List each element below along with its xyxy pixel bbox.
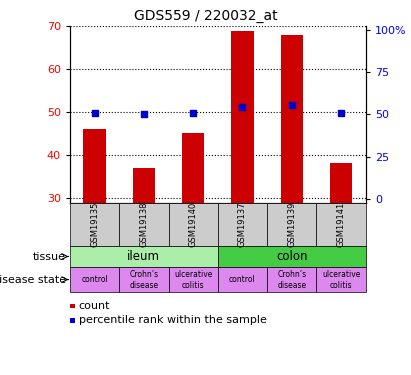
- Text: count: count: [79, 301, 110, 311]
- Text: percentile rank within the sample: percentile rank within the sample: [79, 315, 266, 325]
- Bar: [133, 168, 155, 202]
- Point: [91, 110, 98, 116]
- Text: Crohn’s
disease: Crohn’s disease: [129, 270, 158, 290]
- Text: GDS559 / 220032_at: GDS559 / 220032_at: [134, 9, 277, 23]
- Text: GSM19138: GSM19138: [139, 201, 148, 247]
- Text: disease state: disease state: [0, 274, 66, 285]
- Text: GSM19135: GSM19135: [90, 201, 99, 247]
- Text: tissue: tissue: [33, 252, 66, 261]
- Point: [141, 111, 147, 117]
- Text: GSM19139: GSM19139: [287, 201, 296, 247]
- Bar: [182, 134, 204, 202]
- Text: ileum: ileum: [127, 250, 160, 263]
- Text: control: control: [81, 275, 108, 284]
- Bar: [281, 35, 303, 203]
- Bar: [330, 164, 352, 202]
- Text: GSM19137: GSM19137: [238, 201, 247, 247]
- Bar: [231, 30, 254, 202]
- Text: GSM19141: GSM19141: [337, 201, 346, 247]
- Text: colon: colon: [276, 250, 307, 263]
- Point: [239, 104, 246, 110]
- Text: GSM19140: GSM19140: [189, 201, 198, 247]
- Text: Crohn’s
disease: Crohn’s disease: [277, 270, 306, 290]
- Text: ulcerative
colitis: ulcerative colitis: [174, 270, 212, 290]
- Point: [338, 110, 344, 116]
- Bar: [83, 129, 106, 203]
- Point: [289, 102, 295, 108]
- Text: ulcerative
colitis: ulcerative colitis: [322, 270, 360, 290]
- Text: control: control: [229, 275, 256, 284]
- Point: [190, 110, 196, 116]
